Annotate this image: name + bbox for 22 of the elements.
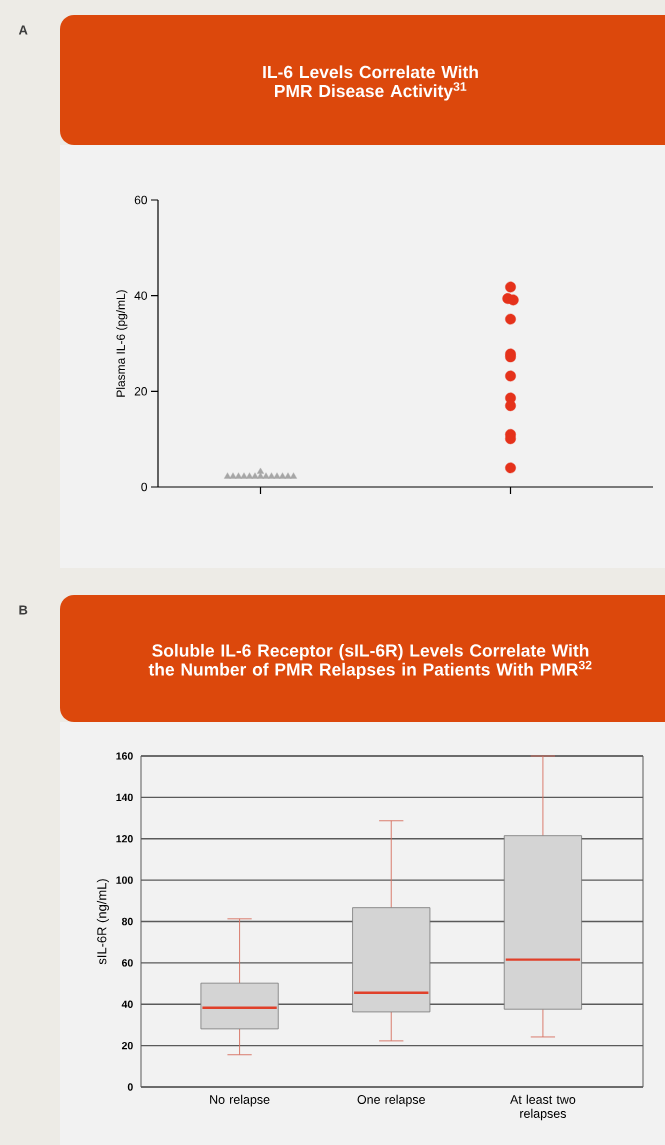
y-axis-title: Plasma IL-6 (pg/mL)	[116, 290, 128, 397]
y-tick-label: 80	[121, 917, 133, 926]
chart-title: Soluble IL-6 Receptor (sIL-6R) Levels Correlate With the Number of PMR Relapses in Patients With PMR$^{32}$	[148, 643, 592, 680]
y-tick-label: 40	[121, 1000, 133, 1008]
text: A	[18, 25, 28, 35]
y-tick-label: 20	[134, 387, 148, 396]
y-tick-label: 140	[116, 793, 133, 802]
y-tick-label: 120	[116, 835, 133, 843]
text: B	[19, 605, 28, 615]
y-tick-label: 20	[121, 1041, 133, 1050]
y-tick-label: 60	[121, 959, 133, 967]
y-tick-label: 0	[141, 482, 148, 492]
y-axis-title: sIL-6R (ng/mL)	[96, 879, 109, 965]
x-tick-label: No relapse	[210, 1094, 270, 1107]
y-tick-label: 40	[134, 291, 148, 300]
y-tick-label: 160	[116, 752, 133, 760]
chart-title: IL-6 Levels Correlate With PMR Disease Activity$^{31}$	[263, 65, 478, 101]
x-tick-label: One relapse	[357, 1094, 425, 1107]
x-tick-label: At least two relapses	[510, 1094, 576, 1121]
y-tick-label: 100	[116, 876, 133, 884]
y-tick-label: 0	[127, 1083, 133, 1091]
y-tick-label: 60	[134, 195, 148, 205]
